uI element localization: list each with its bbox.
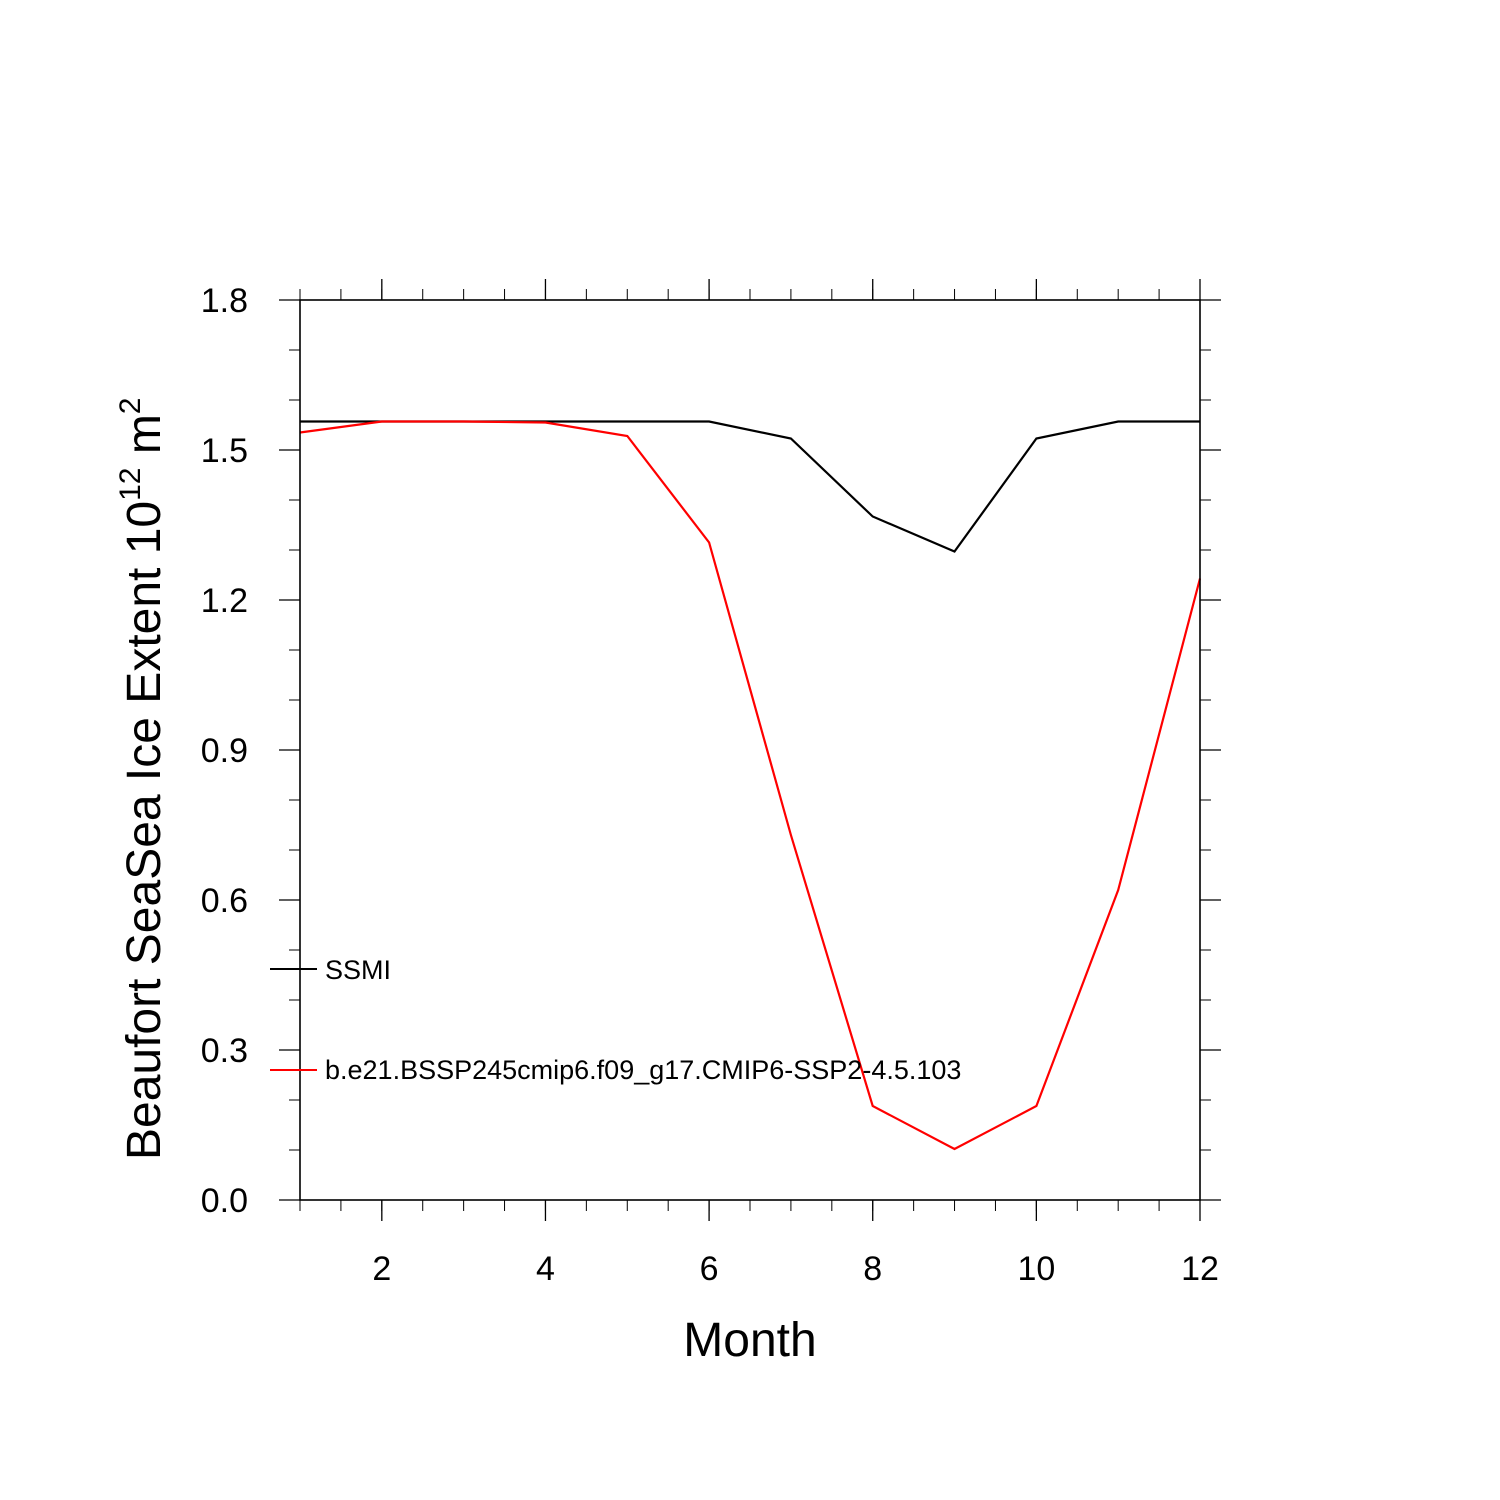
y-axis-title-unit: m — [118, 414, 171, 467]
y-tick-label: 0.6 — [201, 882, 248, 920]
legend-label-model: b.e21.BSSP245cmip6.f09_g17.CMIP6-SSP2-4.… — [325, 1055, 961, 1085]
y-axis-title-exponent: 12 — [114, 468, 147, 501]
x-tick-label: 4 — [536, 1250, 555, 1288]
series-line-model — [299, 420, 1202, 1151]
legend: SSMI b.e21.BSSP245cmip6.f09_g17.CMIP6-SS… — [270, 955, 961, 1085]
plot-frame — [299, 299, 1201, 1201]
y-axis-title-main: Beaufort SeaSea Ice Extent 10 — [118, 501, 171, 1160]
y-tick-label: 1.2 — [201, 582, 248, 620]
x-tick-label: 12 — [1181, 1250, 1219, 1288]
x-tick-label: 8 — [863, 1250, 882, 1288]
y-tick-label: 0.9 — [201, 732, 248, 770]
x-tick-label: 2 — [372, 1250, 391, 1288]
legend-label-ssmi: SSMI — [325, 955, 391, 985]
x-tick-label: 10 — [1017, 1250, 1055, 1288]
series-line-ssmi — [300, 420, 1200, 553]
y-axis-title-unit-exponent: 2 — [114, 398, 147, 415]
y-tick-label: 1.8 — [201, 282, 248, 320]
tick-labels: 2 4 6 8 10 12 0.0 0.3 0.6 0.9 1.2 1.5 1.8 — [201, 282, 1219, 1288]
y-tick-label: 0.0 — [201, 1182, 248, 1220]
axis-ticks — [279, 279, 1221, 1221]
x-tick-label: 6 — [700, 1250, 719, 1288]
y-tick-label: 1.5 — [201, 432, 248, 470]
y-axis-title: Beaufort SeaSea Ice Extent 1012 m2 — [114, 398, 171, 1161]
x-axis-title: Month — [683, 1314, 816, 1367]
y-tick-label: 0.3 — [201, 1032, 248, 1070]
series-lines — [299, 420, 1202, 1151]
